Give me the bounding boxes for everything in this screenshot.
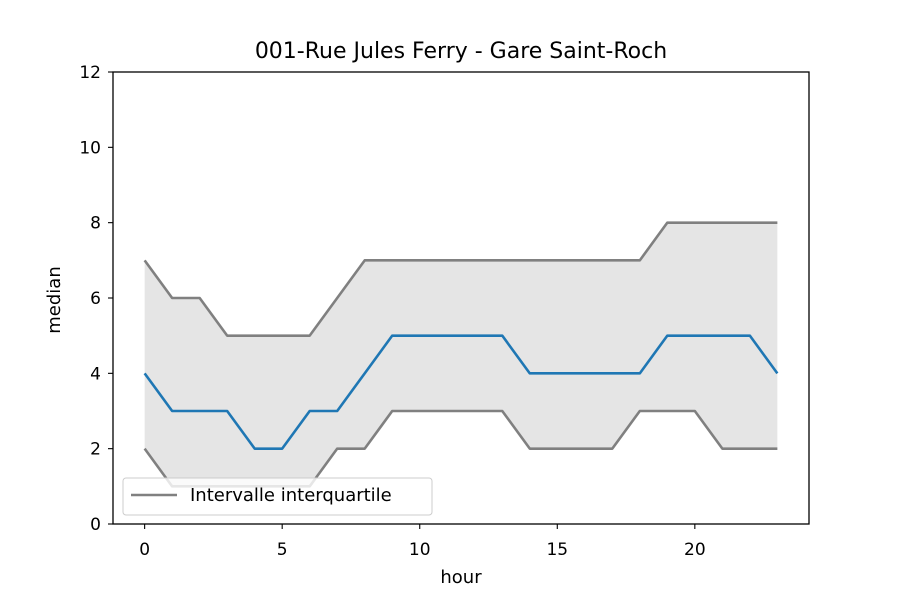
y-axis-label: median [44,266,65,333]
y-tick-label: 2 [90,440,101,460]
y-tick-label: 0 [90,515,101,535]
chart-title: 001-Rue Jules Ferry - Gare Saint-Roch [255,39,667,64]
y-tick-label: 12 [79,63,101,83]
x-tick-label: 10 [409,540,431,560]
y-tick-label: 8 [90,214,101,234]
x-tick-label: 5 [277,540,288,560]
x-tick-label: 20 [684,540,706,560]
x-tick-label: 0 [139,540,150,560]
series-line-q3 [143,221,778,337]
y-axis-ticks: 0 2 4 6 8 10 12 [79,63,113,535]
legend: Intervalle interquartile [122,477,433,516]
y-tick-label: 6 [90,289,101,309]
x-axis-ticks: 0 5 10 15 20 [139,524,706,560]
series-line-median [143,334,779,450]
legend-box [122,477,433,516]
y-tick-label: 10 [79,138,101,158]
y-tick-label: 4 [90,364,101,384]
x-axis-label: hour [440,567,482,588]
legend-label: Intervalle interquartile [190,485,392,506]
x-tick-label: 15 [546,540,568,560]
